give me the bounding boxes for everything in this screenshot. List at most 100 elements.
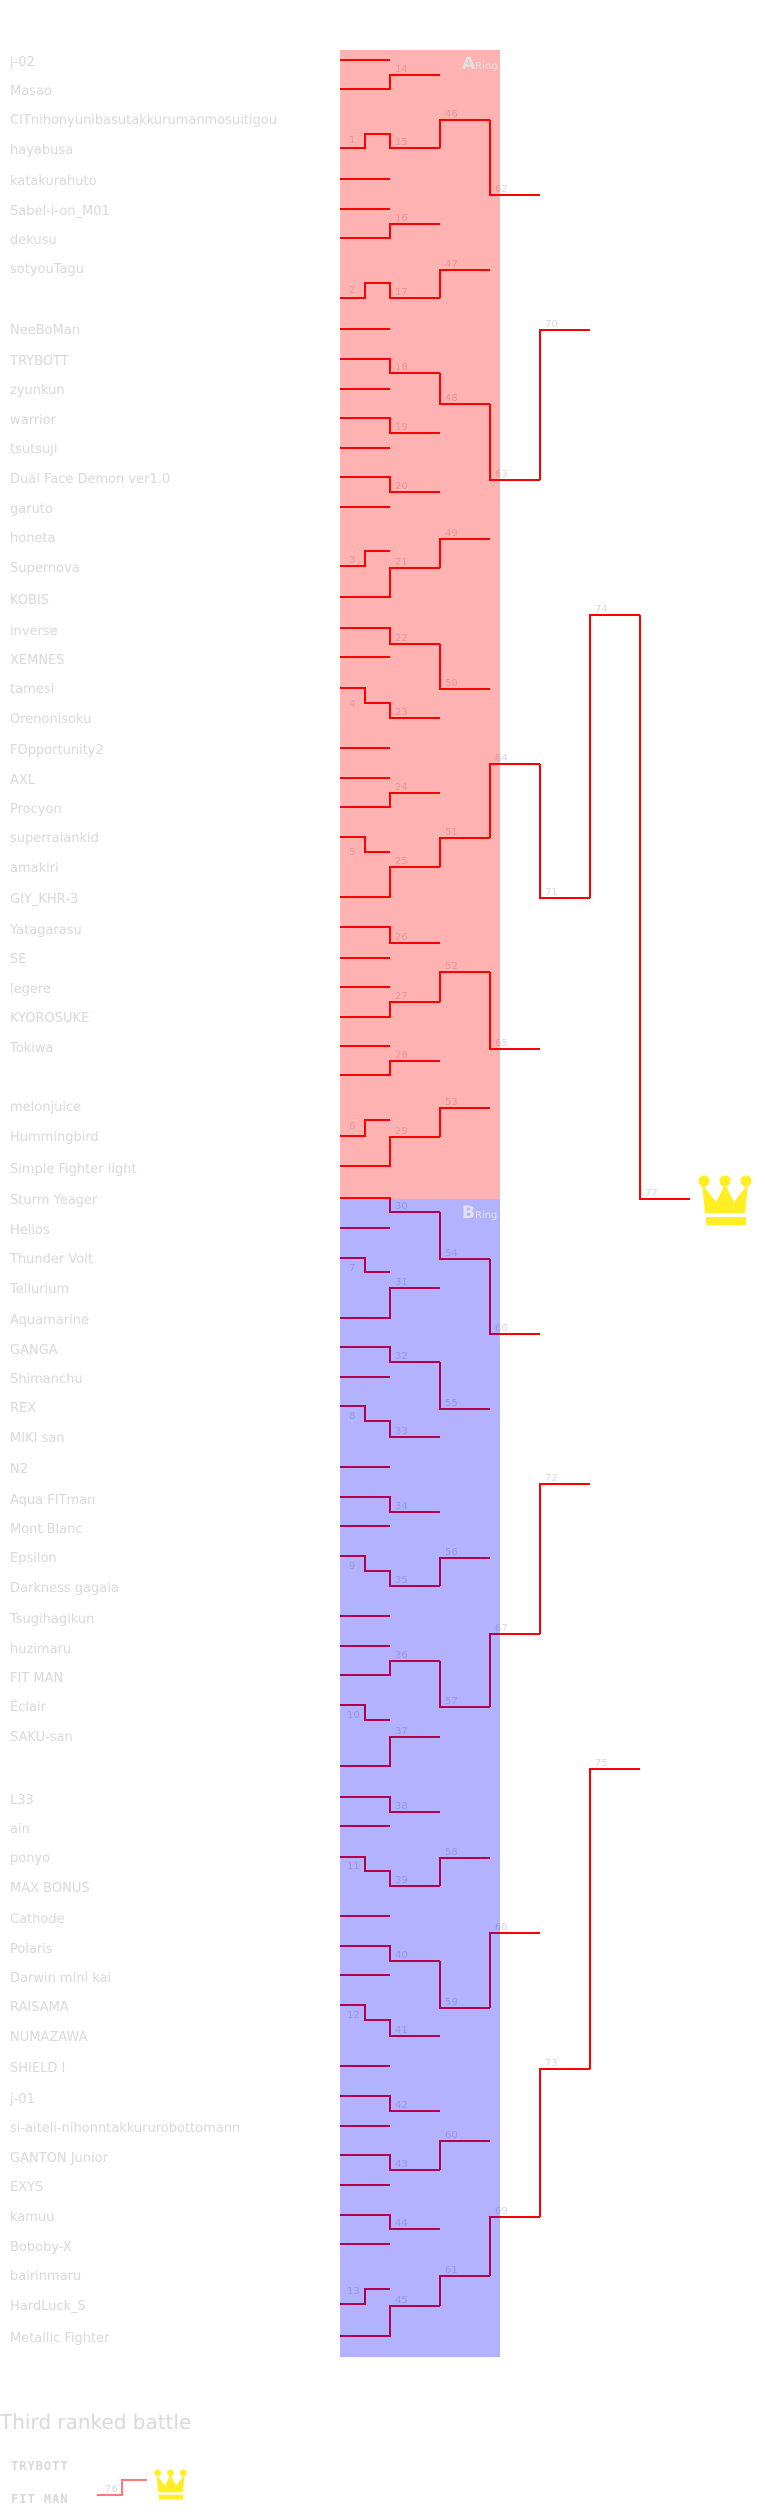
entrant-name: Yatagarasu (10, 923, 82, 938)
entrant-name: Boboby-X (10, 2240, 72, 2255)
b-ring-suffix: Ring (474, 1210, 498, 1221)
match-number-71: 71 (545, 887, 558, 898)
match-number-45: 45 (395, 2295, 408, 2306)
bracket-line (340, 2004, 440, 2037)
match-number-69: 69 (495, 2206, 508, 2217)
a-ring-suffix: Ring (475, 61, 498, 72)
match-number-1: 1 (349, 135, 355, 146)
bracket-line (340, 1257, 390, 1273)
match-number-36: 36 (395, 1650, 408, 1661)
entrant-name: Metallic Fighter (10, 2331, 110, 2346)
match-number-39: 39 (395, 1875, 408, 1886)
bracket-line (439, 644, 490, 690)
bracket-line (340, 1856, 440, 1887)
bracket-line (340, 1945, 440, 1962)
bracket-line (340, 1287, 440, 1319)
bracket-line (439, 1557, 490, 1586)
entrant-name: EXYS (10, 2180, 44, 2195)
match-number-25: 25 (395, 856, 408, 867)
bracket-line (340, 2305, 440, 2337)
entrant-name: Supernova (10, 561, 80, 576)
match-number-49: 49 (445, 528, 458, 539)
match-number-27: 27 (395, 991, 408, 1002)
entrant-name: TRYBOTT (10, 354, 69, 369)
bracket-line (340, 133, 440, 149)
bracket-line (340, 1704, 390, 1721)
b-ring-background (340, 1199, 500, 2357)
match-number-16: 16 (395, 213, 408, 224)
third-place-entrant: FIT MAN (11, 2492, 69, 2506)
match-number-66: 66 (495, 1323, 508, 1334)
bracket-line (589, 1768, 640, 2069)
entrant-name: MIKI san (10, 1431, 65, 1446)
entrant-name: Éclair (10, 1700, 46, 1715)
match-number-64: 64 (495, 753, 508, 764)
bracket-line (340, 417, 440, 434)
entrant-name: SHIELD I (10, 2061, 66, 2076)
bracket-line (340, 926, 440, 944)
match-number-51: 51 (445, 827, 458, 838)
match-number-43: 43 (395, 2159, 408, 2170)
match-number-7: 7 (349, 1263, 355, 1274)
bracket-line (340, 74, 440, 90)
entrant-name: bairinmaru (10, 2269, 82, 2284)
bracket-line (340, 567, 440, 598)
match-number-19: 19 (395, 422, 408, 433)
match-number-12: 12 (347, 2010, 360, 2021)
a-ring-label: ARing (462, 54, 500, 74)
entrant-name: si-aiteli-nihonntakkururobottomann (10, 2121, 241, 2136)
match-number-2: 2 (349, 285, 355, 296)
match-number-38: 38 (395, 1801, 408, 1812)
match-number-75: 75 (595, 1758, 608, 1769)
entrant-name: Aqua FITman (10, 1493, 96, 1508)
match-number-15: 15 (395, 137, 408, 148)
entrant-name: HardLuck_S (10, 2299, 86, 2314)
bracket-line (439, 1961, 490, 2009)
third-place-title: Third ranked battle (0, 2410, 192, 2434)
entrant-name: Sabel-i-on_M01 (10, 204, 110, 219)
entrant-name: Shimanchu (10, 1372, 83, 1387)
entrant-name: GANTON Junior (10, 2151, 108, 2166)
bracket-line (439, 119, 490, 148)
bracket-line (340, 1197, 440, 1213)
entrant-name: Simple Fighter light (10, 1162, 137, 1177)
a-ring-background (340, 50, 500, 1199)
third-place-bracket: 76 (97, 2479, 147, 2496)
entrant-name: inverse (10, 624, 58, 639)
bracket-line (439, 971, 490, 1002)
entrant-name: Hummingbird (10, 1130, 99, 1145)
entrant-name: hayabusa (10, 143, 74, 158)
match-number-52: 52 (445, 961, 458, 972)
entrant-name: Mont Blanc (10, 1522, 83, 1537)
match-number-23: 23 (395, 707, 408, 718)
entrant-name: N2 (10, 1462, 28, 1477)
match-number-73: 73 (545, 2058, 558, 2069)
entrant-name: Darwin mini kai (10, 1971, 112, 1986)
entrant-name: Polaris (10, 1942, 53, 1957)
match-number-65: 65 (495, 1038, 508, 1049)
match-number-59: 59 (445, 1997, 458, 2008)
entrant-name: XEMNES (10, 653, 65, 668)
match-number-61: 61 (445, 2265, 458, 2276)
match-number-3: 3 (349, 555, 355, 566)
bracket-line (439, 1212, 490, 1260)
bracket-line (340, 550, 390, 567)
match-number-72: 72 (545, 1473, 558, 1484)
match-number-63: 63 (495, 469, 508, 480)
champion-crown-icon (698, 1175, 752, 1225)
match-number-5: 5 (349, 847, 355, 858)
bracket-line (340, 836, 390, 853)
entrant-name: j-02 (10, 55, 35, 70)
match-number-32: 32 (395, 1351, 408, 1362)
match-number-40: 40 (395, 1950, 408, 1961)
entrant-name: Procyon (10, 802, 62, 817)
match-number-6: 6 (349, 1121, 355, 1132)
entrant-name: katakurahuto (10, 174, 97, 189)
entrant-name: ponyo (10, 1851, 51, 1866)
entrant-name: honeta (10, 531, 56, 546)
match-number-13: 13 (347, 2286, 360, 2297)
entrant-name: sotyouTagu (10, 262, 84, 277)
bracket-line (489, 1932, 540, 2008)
b-ring-label: BRing (462, 1203, 500, 1223)
